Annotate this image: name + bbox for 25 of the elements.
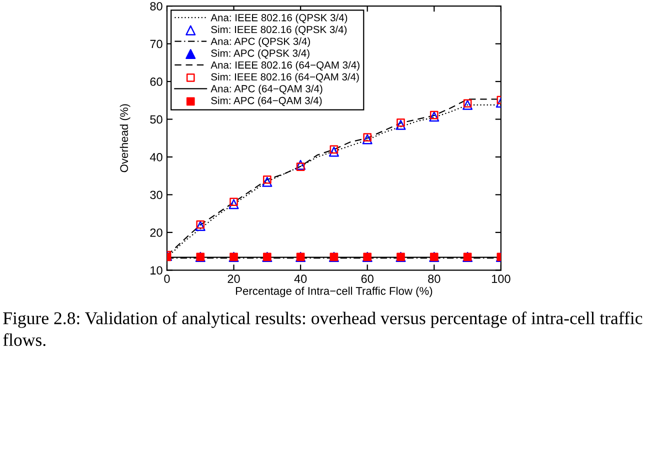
legend-label: Ana: IEEE 802.16 (64−QAM 3/4) bbox=[210, 61, 360, 71]
x-tick-label: 40 bbox=[294, 274, 307, 284]
y-tick-label: 70 bbox=[150, 40, 162, 48]
y-tick-label: 60 bbox=[150, 78, 162, 86]
y-tick-label: 80 bbox=[150, 2, 162, 10]
y-tick-label: 20 bbox=[150, 228, 162, 237]
legend-label: Ana: APC (64−QAM 3/4) bbox=[210, 84, 322, 94]
x-tick-label: 80 bbox=[428, 274, 440, 284]
legend-label: Sim: IEEE 802.16 (QPSK 3/4) bbox=[211, 26, 347, 36]
legend-label: Sim: APC (QPSK 3/4) bbox=[211, 49, 310, 59]
caption: Figure 2.8: Validation of analytical results: overhead versus percentage of intra-cell traffic flows. bbox=[3, 312, 642, 346]
x-tick-label: 100 bbox=[492, 274, 510, 284]
legend-label: Sim: IEEE 802.16 (64−QAM 3/4) bbox=[211, 72, 359, 83]
legend-label: Sim: APC (64−QAM 3/4) bbox=[211, 96, 322, 106]
x-tick-label: 20 bbox=[228, 274, 240, 284]
y-tick-label: 10 bbox=[150, 266, 162, 275]
y-tick-label: 40 bbox=[150, 153, 162, 162]
x-tick-label: 60 bbox=[361, 274, 374, 284]
legend-label: Ana: APC (QPSK 3/4) bbox=[210, 37, 310, 48]
x-axis-title: Percentage of Intra−cell Traffic Flow (%) bbox=[236, 286, 432, 298]
legend-label: Ana: IEEE 802.16 (QPSK 3/4) bbox=[210, 14, 348, 24]
y-tick-label: 50 bbox=[150, 115, 162, 124]
y-axis-title: Overhead (%) bbox=[120, 104, 130, 172]
x-tick-label: 0 bbox=[164, 274, 170, 284]
y-tick-label: 30 bbox=[150, 190, 162, 200]
